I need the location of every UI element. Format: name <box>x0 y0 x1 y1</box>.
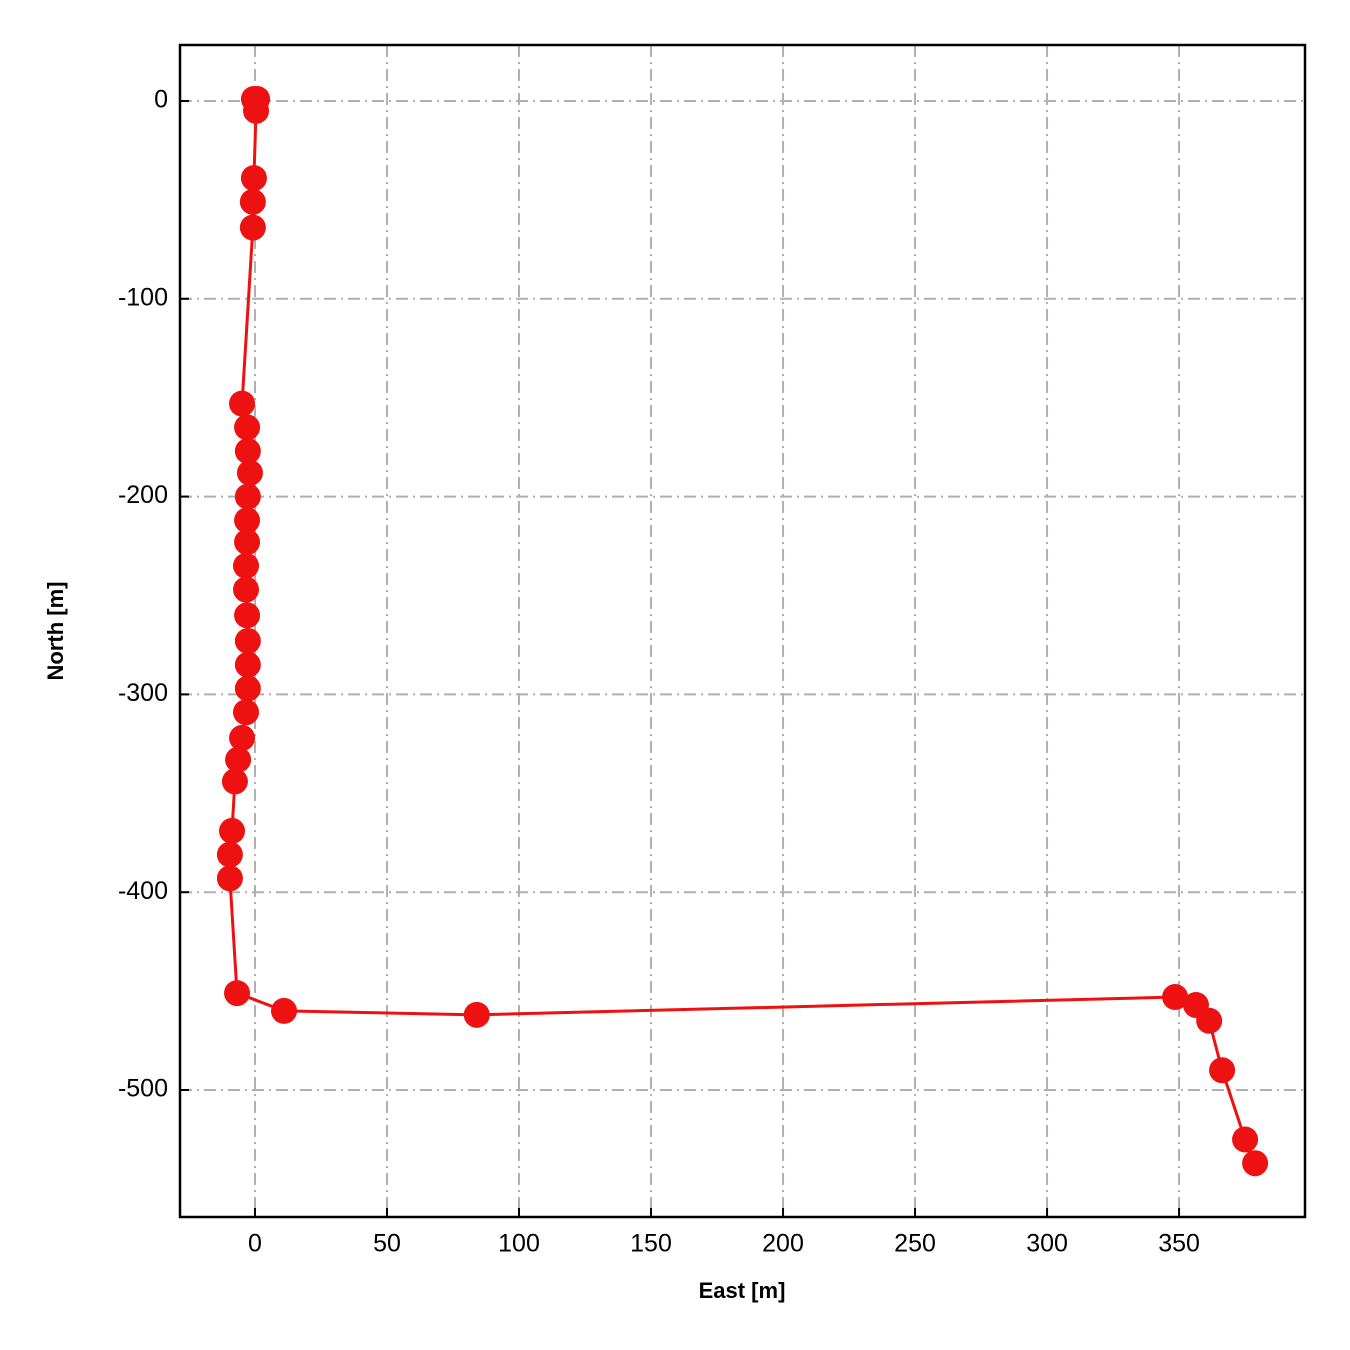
marker <box>221 768 248 795</box>
y-tick-label: -100 <box>118 283 168 311</box>
marker <box>216 841 243 868</box>
marker <box>234 529 261 556</box>
x-tick-label: 200 <box>762 1230 804 1258</box>
marker <box>234 414 261 441</box>
marker <box>243 97 270 124</box>
marker <box>1162 984 1189 1011</box>
marker <box>1196 1007 1223 1034</box>
marker <box>216 865 243 892</box>
marker <box>240 165 267 192</box>
marker <box>463 1001 490 1028</box>
marker <box>219 817 246 844</box>
y-tick-label: 0 <box>154 86 168 114</box>
y-tick-label: -300 <box>118 679 168 707</box>
marker <box>233 552 260 579</box>
marker <box>1209 1057 1236 1084</box>
marker <box>1232 1126 1259 1153</box>
marker <box>233 699 260 726</box>
x-tick-label: 50 <box>373 1230 401 1258</box>
marker <box>239 188 266 215</box>
marker <box>239 214 266 241</box>
line <box>228 97 1257 1164</box>
plot-frame <box>178 43 1307 1219</box>
x-tick-label: 300 <box>1026 1230 1068 1258</box>
x-tick-label: 100 <box>498 1230 540 1258</box>
y-tick-label: -200 <box>118 481 168 509</box>
marker <box>233 576 260 603</box>
y-tick-label: -400 <box>118 877 168 905</box>
x-tick-label: 350 <box>1158 1230 1200 1258</box>
marker <box>234 627 261 654</box>
marker <box>225 746 252 773</box>
marker <box>271 997 298 1024</box>
marker <box>234 602 261 629</box>
x-tick-label: 150 <box>630 1230 672 1258</box>
marker <box>229 724 256 751</box>
y-tick-label: -500 <box>118 1075 168 1103</box>
x-tick-label: 0 <box>248 1230 262 1258</box>
x-axis-label: East [m] <box>699 1278 786 1303</box>
x-tick-label: 250 <box>894 1230 936 1258</box>
marker <box>234 675 261 702</box>
marker <box>234 507 261 534</box>
marker <box>224 980 251 1007</box>
marker <box>1242 1150 1269 1177</box>
marker <box>234 438 261 465</box>
marker <box>234 651 261 678</box>
y-axis-label: North [m] <box>43 582 68 681</box>
marker <box>229 390 256 417</box>
marker <box>234 483 261 510</box>
marker <box>236 459 263 486</box>
